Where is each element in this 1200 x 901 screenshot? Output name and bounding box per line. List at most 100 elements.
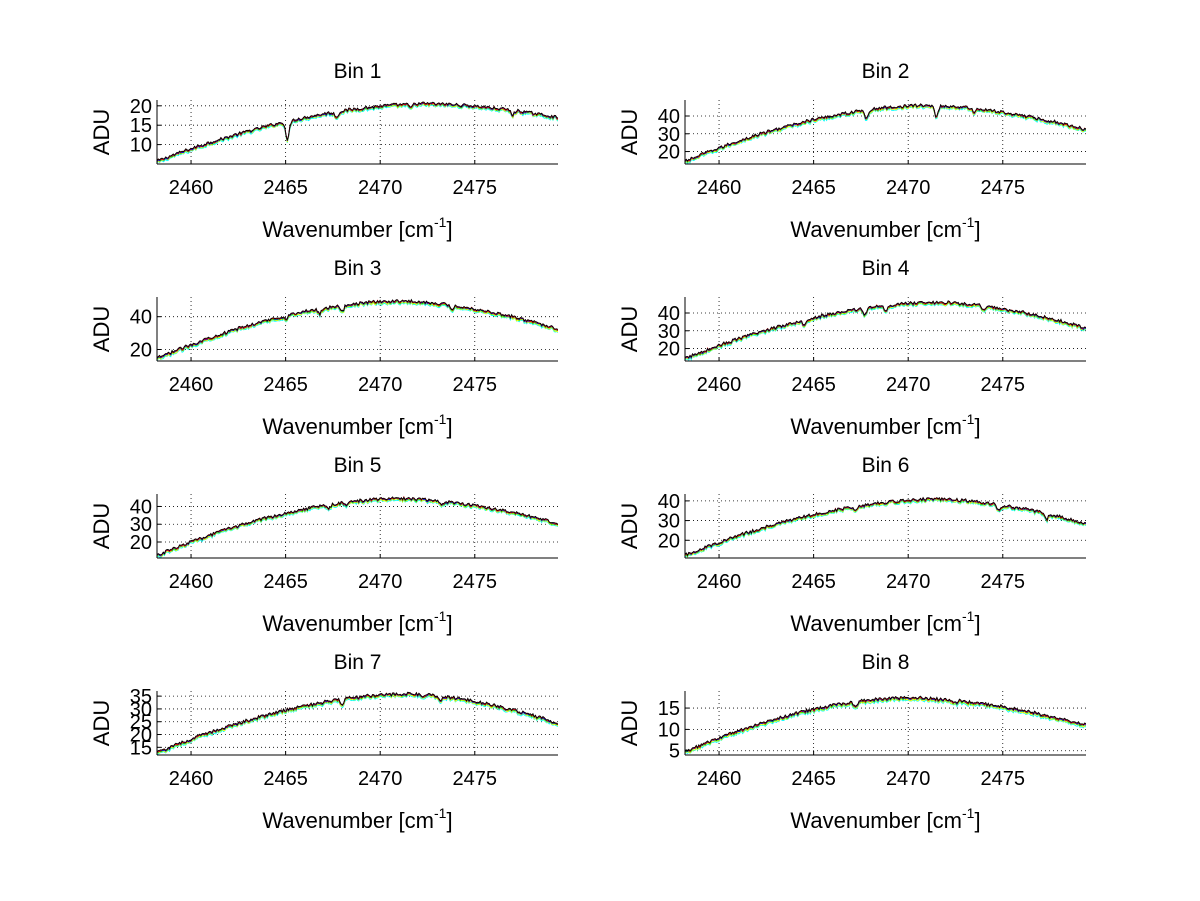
- x-axis-label-main: Wavenumber [cm: [262, 808, 434, 833]
- x-axis-label: Wavenumber [cm-1]: [262, 805, 452, 833]
- x-tick-label: 2470: [886, 768, 931, 790]
- x-tick-label: 2460: [169, 177, 214, 199]
- series-line-scan-2: [157, 300, 558, 361]
- series-line-scan-6: [685, 103, 1086, 162]
- subplot-title: Bin 7: [334, 651, 382, 674]
- x-tick-label: 2465: [263, 768, 308, 790]
- x-axis-label-superscript: -1: [434, 805, 447, 821]
- x-axis-label-main: Wavenumber [cm: [262, 611, 434, 636]
- series-line-scan-5: [685, 300, 1086, 359]
- x-tick-label: 2470: [886, 571, 931, 593]
- x-axis-label: Wavenumber [cm-1]: [790, 214, 980, 242]
- subplot-title: Bin 5: [334, 454, 382, 477]
- series-line-scan-1: [157, 694, 558, 755]
- x-axis-label-superscript: -1: [962, 608, 975, 624]
- series-group: [157, 495, 558, 558]
- x-tick-label: 2470: [358, 374, 403, 396]
- series-line-scan-4: [685, 497, 1086, 557]
- series-line-scan-1: [685, 698, 1086, 755]
- series-line-scan-6: [157, 298, 558, 359]
- x-axis-label-superscript: -1: [434, 214, 447, 230]
- subplot-title: Bin 8: [862, 651, 910, 674]
- x-tick-label: 2475: [453, 177, 498, 199]
- x-tick-label: 2475: [981, 768, 1026, 790]
- x-axis-label-superscript: -1: [962, 411, 975, 427]
- y-tick-label: 15: [130, 115, 152, 137]
- x-tick-label: 2475: [981, 374, 1026, 396]
- y-tick-label: 15: [130, 737, 152, 759]
- series-group: [685, 103, 1086, 164]
- x-tick-label: 2475: [453, 571, 498, 593]
- y-tick-label: 20: [130, 725, 152, 747]
- x-axis-label-close: ]: [974, 611, 980, 636]
- x-axis-label-superscript: -1: [962, 214, 975, 230]
- x-axis-label-superscript: -1: [434, 411, 447, 427]
- series-line-scan-4: [685, 104, 1086, 162]
- subplot-title: Bin 1: [334, 60, 382, 83]
- x-tick-label: 2460: [169, 571, 214, 593]
- x-tick-label: 2470: [358, 177, 403, 199]
- x-axis-label: Wavenumber [cm-1]: [262, 608, 452, 636]
- series-line-scan-1: [157, 301, 558, 361]
- series-line-scan-3: [157, 693, 558, 754]
- x-axis-label-close: ]: [974, 217, 980, 242]
- y-tick-label: 20: [130, 532, 152, 554]
- y-tick-label: 40: [658, 106, 680, 128]
- series-line-scan-6: [157, 496, 558, 556]
- series-line-scan-6: [157, 101, 558, 162]
- series-line-scan-5: [157, 495, 558, 556]
- x-tick-label: 2465: [791, 177, 836, 199]
- y-tick-label: 30: [658, 124, 680, 146]
- y-axis-label: ADU: [89, 700, 114, 746]
- y-tick-label: 10: [130, 135, 152, 157]
- series-line-scan-1: [157, 103, 558, 164]
- y-axis-label: ADU: [617, 700, 642, 746]
- y-tick-label: 40: [658, 303, 680, 325]
- series-line-scan-6: [685, 300, 1086, 359]
- series-line-scan-6: [157, 691, 558, 753]
- x-tick-label: 2460: [697, 768, 742, 790]
- y-axis-label: ADU: [617, 503, 642, 549]
- x-axis-label: Wavenumber [cm-1]: [790, 411, 980, 439]
- x-axis-label-main: Wavenumber [cm: [790, 414, 962, 439]
- x-axis-label-close: ]: [446, 217, 452, 242]
- y-tick-label: 15: [658, 698, 680, 720]
- y-axis-label: ADU: [89, 109, 114, 155]
- series-line-scan-2: [157, 693, 558, 754]
- y-axis-label: ADU: [89, 503, 114, 549]
- x-tick-label: 2465: [791, 768, 836, 790]
- x-tick-label: 2465: [791, 374, 836, 396]
- x-axis-label-close: ]: [974, 414, 980, 439]
- x-tick-label: 2460: [169, 768, 214, 790]
- x-tick-label: 2475: [981, 571, 1026, 593]
- series-line-scan-1: [157, 498, 558, 558]
- series-line-scan-6: [685, 496, 1086, 557]
- series-line-scan-5: [685, 696, 1086, 752]
- y-tick-label: 40: [130, 307, 152, 329]
- x-axis-label-close: ]: [446, 611, 452, 636]
- series-line-scan-3: [157, 299, 558, 360]
- x-tick-label: 2475: [453, 768, 498, 790]
- y-tick-label: 20: [130, 96, 152, 118]
- x-axis-label-close: ]: [446, 808, 452, 833]
- series-line-scan-2: [685, 105, 1086, 164]
- series-line-scan-4: [157, 692, 558, 753]
- y-tick-label: 30: [130, 514, 152, 536]
- x-axis-label-close: ]: [974, 808, 980, 833]
- series-line-scan-3: [157, 102, 558, 163]
- x-axis-label-main: Wavenumber [cm: [262, 414, 434, 439]
- y-tick-label: 40: [658, 491, 680, 513]
- y-tick-label: 30: [658, 321, 680, 343]
- series-group: [685, 300, 1086, 361]
- x-tick-label: 2460: [697, 177, 742, 199]
- x-tick-label: 2470: [358, 571, 403, 593]
- series-line-scan-2: [157, 103, 558, 163]
- x-axis-label: Wavenumber [cm-1]: [790, 805, 980, 833]
- x-axis-label-main: Wavenumber [cm: [262, 217, 434, 242]
- x-axis-label: Wavenumber [cm-1]: [790, 608, 980, 636]
